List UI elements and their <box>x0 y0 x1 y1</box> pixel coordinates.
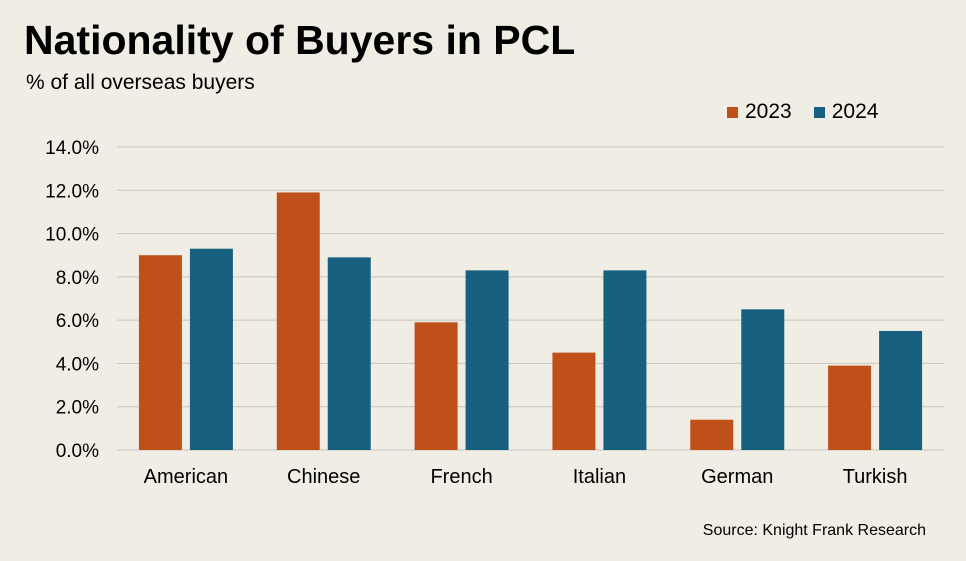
legend-label-2023: 2023 <box>745 100 792 123</box>
legend-item-2023: 2023 <box>727 100 792 124</box>
bar-2024-chinese <box>327 257 371 450</box>
legend-item-2024: 2024 <box>813 100 879 124</box>
legend-swatch-2024 <box>813 106 825 118</box>
legend-swatch-2023 <box>727 106 738 118</box>
x-tick-label: Turkish <box>843 466 908 488</box>
bar-2024-turkish <box>879 330 923 450</box>
y-tick-label: 4.0% <box>56 354 99 375</box>
y-tick-label: 8.0% <box>56 268 99 289</box>
y-tick-label: 6.0% <box>56 311 99 332</box>
chart-title: Nationality of Buyers in PCL <box>24 17 576 63</box>
y-tick-label: 10.0% <box>45 225 99 246</box>
x-tick-label: Italian <box>573 466 626 488</box>
y-tick-label: 12.0% <box>45 181 99 202</box>
bar-2023-german <box>690 419 734 450</box>
source-note: Source: Knight Frank Research <box>702 522 926 539</box>
y-tick-label: 2.0% <box>56 398 99 419</box>
bar-2024-french <box>465 270 509 450</box>
chart-subtitle: % of all overseas buyers <box>26 71 255 94</box>
legend-label-2024: 2024 <box>831 100 879 123</box>
bar-2023-italian <box>552 352 596 450</box>
bar-2023-turkish <box>828 365 872 450</box>
y-tick-label: 0.0% <box>56 441 99 462</box>
x-tick-label: German <box>701 466 773 488</box>
bar-2023-french <box>414 322 458 450</box>
y-tick-label: 14.0% <box>45 138 99 159</box>
bar-2023-chinese <box>276 192 320 450</box>
x-tick-label: French <box>430 466 492 488</box>
bar-2024-german <box>741 309 785 450</box>
x-tick-label: Chinese <box>287 466 360 488</box>
chart-legend: 2023 2024 <box>727 100 900 124</box>
bar-2024-american <box>189 248 233 450</box>
x-tick-label: American <box>144 466 228 488</box>
bar-2024-italian <box>603 270 647 450</box>
bar-2023-american <box>138 255 182 450</box>
